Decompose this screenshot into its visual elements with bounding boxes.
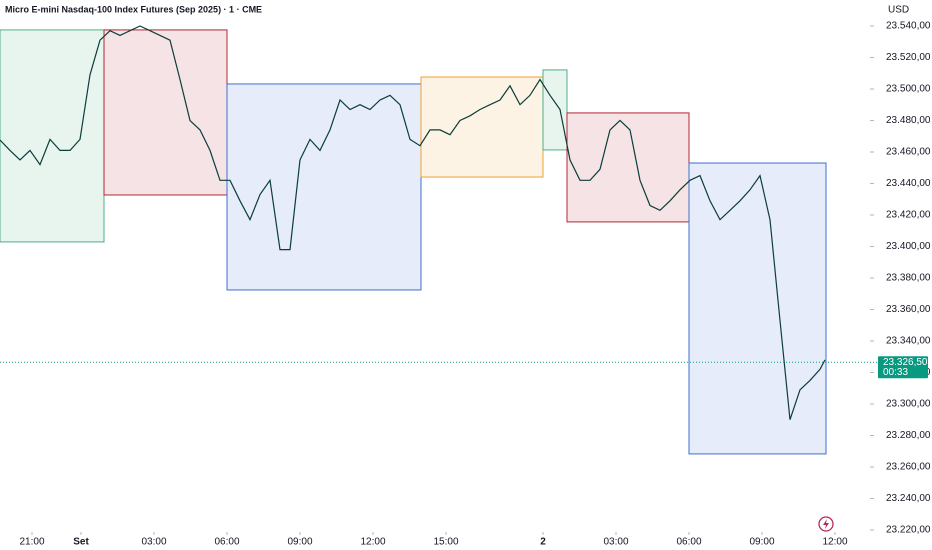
session-box (226, 83, 422, 291)
last-price-tag (878, 356, 928, 379)
x-tick-label: 2 (540, 537, 546, 548)
y-tick-label: 23.520,00 (886, 52, 931, 63)
x-tick-label: 09:00 (749, 537, 774, 548)
y-tick-label: 23.480,00 (886, 115, 931, 126)
session-box (103, 29, 228, 196)
y-tick-label: 23.260,00 (886, 462, 931, 473)
x-tick-label: 03:00 (603, 537, 628, 548)
y-tick-label: 23.420,00 (886, 210, 931, 221)
y-tick-label: 23.360,00 (886, 304, 931, 315)
y-tick-label: 23.340,00 (886, 336, 931, 347)
x-tick-label: 12:00 (822, 537, 847, 548)
y-tick-label: 23.500,00 (886, 84, 931, 95)
x-tick-label: Set (73, 537, 89, 548)
alert-icon[interactable] (818, 516, 834, 532)
y-tick-label: 23.380,00 (886, 273, 931, 284)
last-price-label: 23.326,50 (883, 357, 928, 368)
currency: USD (888, 5, 909, 16)
session-box (566, 112, 690, 223)
y-tick-label: 23.280,00 (886, 430, 931, 441)
price-line (0, 25, 826, 420)
x-tick-label: 06:00 (676, 537, 701, 548)
y-tick-label: 23.440,00 (886, 178, 931, 189)
y-tick-label: 23.400,00 (886, 241, 931, 252)
y-tick-label: 23.540,00 (886, 21, 931, 32)
session-box (420, 76, 544, 178)
session-box (542, 69, 568, 151)
y-tick-label: 23.300,00 (886, 399, 931, 410)
x-tick-label: 03:00 (141, 537, 166, 548)
x-tick-label: 06:00 (214, 537, 239, 548)
plot (0, 25, 827, 455)
session-box (0, 29, 105, 243)
countdown: 00:33 (883, 367, 908, 378)
x-tick-label: 09:00 (287, 537, 312, 548)
y-tick-label: 23.220,00 (886, 525, 931, 536)
x-tick-label: 21:00 (19, 537, 44, 548)
x-tick-label: 15:00 (433, 537, 458, 548)
x-tick-label: 12:00 (360, 537, 385, 548)
y-tick-label: 23.460,00 (886, 147, 931, 158)
session-box (688, 162, 827, 455)
chart-title: Micro E-mini Nasdaq-100 Index Futures (S… (5, 4, 262, 14)
y-tick-label: 23.240,00 (886, 493, 931, 504)
